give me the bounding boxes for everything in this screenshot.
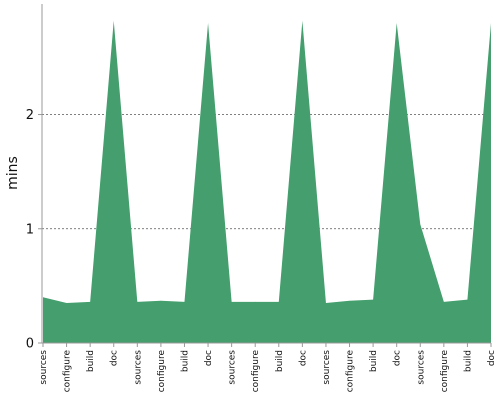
x-tick-label: configure [157,350,167,393]
x-tick-label: configure [346,350,356,393]
x-tick-label: sources [228,350,238,385]
x-tick-label: doc [298,350,308,366]
x-tick-label: build [86,350,96,372]
x-tick-label: build [275,350,285,372]
y-axis-label: mins [5,156,21,190]
x-tick-label: sources [133,350,143,385]
x-tick-labels: sources configure build doc sources configure… [39,343,497,392]
x-tick-label: build [369,350,379,372]
x-tick-label: sources [39,350,49,385]
area-series [43,21,491,343]
y-tick-label: 1 [26,222,34,237]
x-tick-label: doc [110,350,120,366]
x-tick-label: configure [251,350,261,393]
x-tick-label: doc [487,350,497,366]
y-tick-label: 0 [26,337,34,352]
x-tick-label: build [180,350,190,372]
x-tick-label: configure [63,350,73,393]
x-tick-label: doc [204,350,214,366]
y-tick-labels: 0 1 2 [26,108,42,351]
y-tick-label: 2 [26,108,34,123]
area-fill [43,21,491,343]
x-tick-label: sources [322,350,332,385]
x-tick-label: configure [440,350,450,393]
x-tick-label: sources [416,350,426,385]
x-tick-label: doc [393,350,403,366]
x-tick-label: build [463,350,473,372]
